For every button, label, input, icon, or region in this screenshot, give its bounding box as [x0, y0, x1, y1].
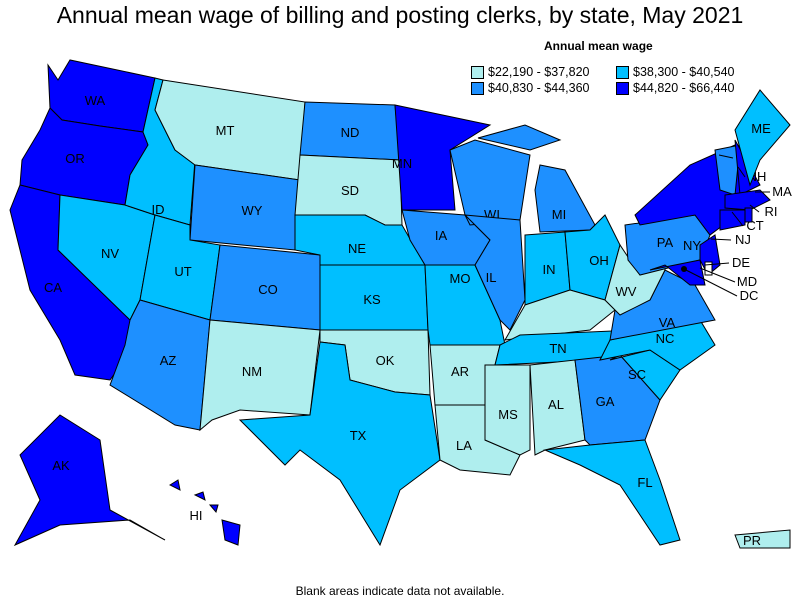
state-label-wv: WV: [616, 284, 637, 299]
state-label-il: IL: [486, 270, 497, 285]
state-label-de: DE: [732, 255, 750, 270]
state-label-fl: FL: [637, 475, 652, 490]
state-label-co: CO: [258, 282, 278, 297]
label-leader-line: [749, 204, 760, 213]
state-label-sc: SC: [628, 367, 646, 382]
state-label-mo: MO: [450, 271, 471, 286]
legend-swatch: [616, 81, 629, 95]
state-hi: [208, 504, 219, 514]
state-label-ne: NE: [348, 241, 366, 256]
label-leader-line: [699, 267, 736, 283]
state-de: [704, 261, 713, 276]
state-label-nc: NC: [656, 331, 675, 346]
state-label-wa: WA: [85, 93, 106, 108]
state-label-nm: NM: [242, 364, 262, 379]
state-label-ma: MA: [772, 184, 792, 199]
state-hi: [193, 491, 206, 501]
state-al: [529, 359, 586, 456]
state-mi: [477, 124, 562, 151]
state-ct: [719, 209, 746, 231]
label-leader-line: [704, 262, 730, 266]
state-label-wy: WY: [242, 203, 263, 218]
legend-swatch: [471, 65, 484, 79]
state-label-in: IN: [543, 262, 556, 277]
state-label-me: ME: [751, 121, 771, 136]
dc-marker: [681, 266, 687, 272]
label-leader-line: [718, 154, 734, 159]
legend-swatch: [616, 65, 629, 79]
state-label-md: MD: [737, 274, 757, 289]
state-ak: [13, 414, 166, 547]
state-ma: [724, 189, 771, 211]
legend-item: $22,190 - $37,820: [471, 65, 589, 79]
state-label-ak: AK: [52, 458, 70, 473]
state-label-oh: OH: [589, 253, 609, 268]
label-leader-line: [683, 268, 738, 297]
state-hi: [221, 519, 241, 546]
state-label-az: AZ: [160, 353, 177, 368]
state-md: [649, 259, 706, 286]
state-il: [463, 214, 526, 331]
state-me: [734, 89, 791, 187]
label-leader-line: [731, 211, 744, 227]
state-label-hi: HI: [190, 508, 203, 523]
state-label-mn: MN: [392, 156, 412, 171]
legend-item: $44,820 - $66,440: [616, 81, 734, 95]
legend-label: $40,830 - $44,360: [488, 81, 590, 95]
state-label-dc: DC: [740, 288, 759, 303]
state-label-ok: OK: [376, 353, 395, 368]
state-label-nj: NJ: [735, 232, 751, 247]
footnote: Blank areas indicate data not available.: [295, 584, 505, 598]
state-mn: [394, 104, 492, 211]
state-label-ms: MS: [498, 407, 518, 422]
label-leader-line: [737, 166, 746, 178]
state-label-nv: NV: [101, 246, 119, 261]
state-label-mi: MI: [552, 207, 566, 222]
legend-swatch: [471, 81, 484, 95]
legend-title: Annual mean wage: [544, 39, 653, 53]
state-label-tx: TX: [350, 428, 367, 443]
state-label-tn: TN: [549, 341, 566, 356]
state-label-ca: CA: [44, 280, 62, 295]
label-leader-line: [710, 238, 732, 241]
state-label-mt: MT: [216, 123, 235, 138]
state-label-va: VA: [659, 315, 676, 330]
state-hi: [168, 479, 181, 491]
state-label-ar: AR: [451, 364, 469, 379]
state-label-ks: KS: [363, 292, 381, 307]
state-label-ny: NY: [683, 238, 701, 253]
state-label-id: ID: [152, 202, 165, 217]
state-label-pa: PA: [657, 235, 674, 250]
state-label-pr: PR: [743, 533, 761, 548]
legend-label: $38,300 - $40,540: [633, 65, 735, 79]
state-label-ut: UT: [174, 264, 191, 279]
map-title: Annual mean wage of billing and posting …: [56, 2, 744, 28]
state-label-al: AL: [548, 397, 564, 412]
state-fl: [543, 439, 681, 546]
state-ri: [744, 207, 753, 223]
state-label-ga: GA: [596, 394, 615, 409]
state-label-la: LA: [456, 438, 472, 453]
legend-item: $40,830 - $44,360: [471, 81, 589, 95]
state-tx: [238, 341, 441, 547]
state-label-ri: RI: [765, 204, 778, 219]
legend-label: $22,190 - $37,820: [488, 65, 590, 79]
state-label-sd: SD: [341, 183, 359, 198]
state-label-ia: IA: [435, 228, 448, 243]
state-label-nd: ND: [341, 125, 360, 140]
legend-item: $38,300 - $40,540: [616, 65, 734, 79]
legend-label: $44,820 - $66,440: [633, 81, 735, 95]
state-pr: [734, 529, 791, 549]
state-label-or: OR: [65, 151, 85, 166]
